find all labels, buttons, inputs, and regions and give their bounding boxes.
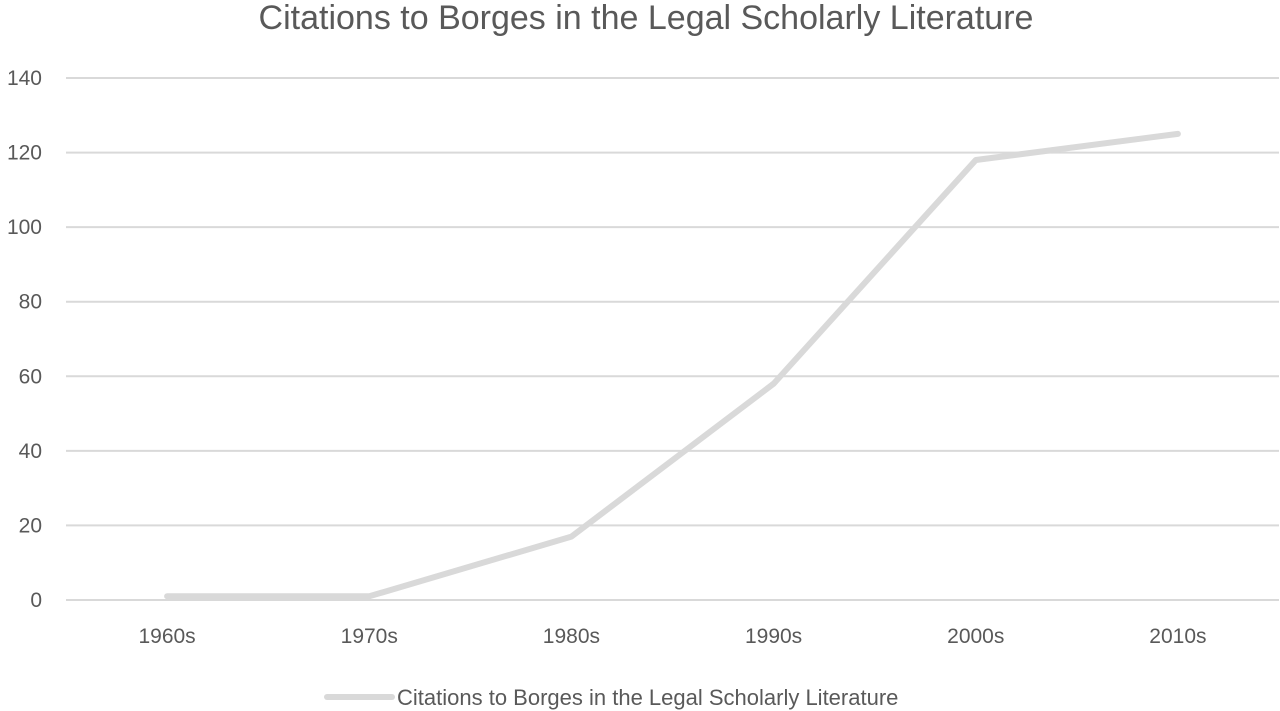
x-tick-label: 2000s (947, 625, 1004, 648)
chart-title: Citations to Borges in the Legal Scholar… (259, 0, 1034, 37)
y-tick-label: 120 (7, 142, 42, 165)
legend: Citations to Borges in the Legal Scholar… (324, 685, 898, 710)
y-tick-label: 60 (19, 365, 42, 388)
x-tick-label: 1980s (543, 625, 600, 648)
x-tick-label: 1970s (341, 625, 398, 648)
x-tick-label: 1960s (138, 625, 195, 648)
gridlines (66, 77, 1279, 601)
y-axis-tick-labels: 0 20 40 60 80 100 120 140 (7, 67, 42, 612)
y-tick-label: 140 (7, 67, 42, 90)
x-tick-label: 2010s (1149, 625, 1206, 648)
y-tick-label: 80 (19, 291, 42, 314)
y-tick-label: 100 (7, 216, 42, 239)
series-layer (164, 130, 1181, 600)
y-tick-label: 40 (19, 440, 42, 463)
x-axis-tick-labels: 1960s 1970s 1980s 1990s 2000s 2010s (138, 625, 1206, 648)
x-tick-label: 1990s (745, 625, 802, 648)
legend-label: Citations to Borges in the Legal Scholar… (397, 685, 898, 710)
y-tick-label: 0 (30, 589, 42, 612)
y-tick-label: 20 (19, 514, 42, 537)
series-line-0 (164, 130, 1181, 600)
